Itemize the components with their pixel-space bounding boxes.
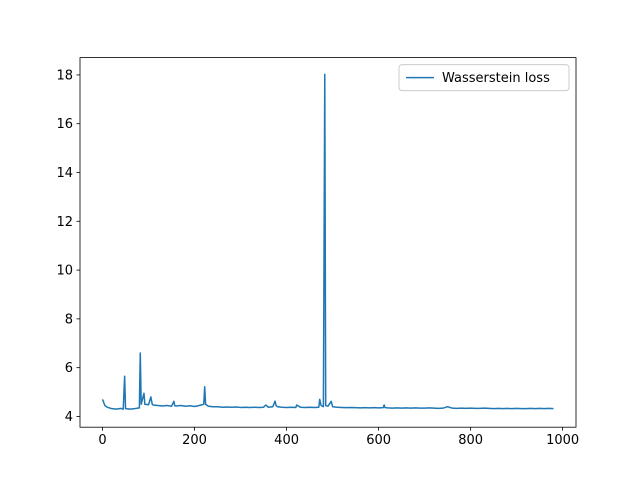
x-tick-label: 200 xyxy=(182,433,207,448)
y-tick-label: 16 xyxy=(56,117,73,132)
y-tick-label: 10 xyxy=(56,264,73,279)
y-tick-label: 6 xyxy=(65,361,73,376)
y-tick-label: 8 xyxy=(65,312,73,327)
y-tick-label: 18 xyxy=(56,68,73,83)
x-tick-label: 400 xyxy=(274,433,299,448)
x-tick-label: 600 xyxy=(366,433,391,448)
x-tick-label: 1000 xyxy=(546,433,579,448)
line xyxy=(101,73,554,410)
y-tick-label: 14 xyxy=(56,166,73,181)
y-tick-label: 4 xyxy=(65,410,73,425)
x-tick-label: 0 xyxy=(98,433,106,448)
y-tick-label: 12 xyxy=(56,215,73,230)
axes-frame xyxy=(79,57,577,428)
legend-label: Wasserstein loss xyxy=(442,71,550,86)
legend-box xyxy=(398,64,570,92)
x-tick-label: 800 xyxy=(458,433,483,448)
